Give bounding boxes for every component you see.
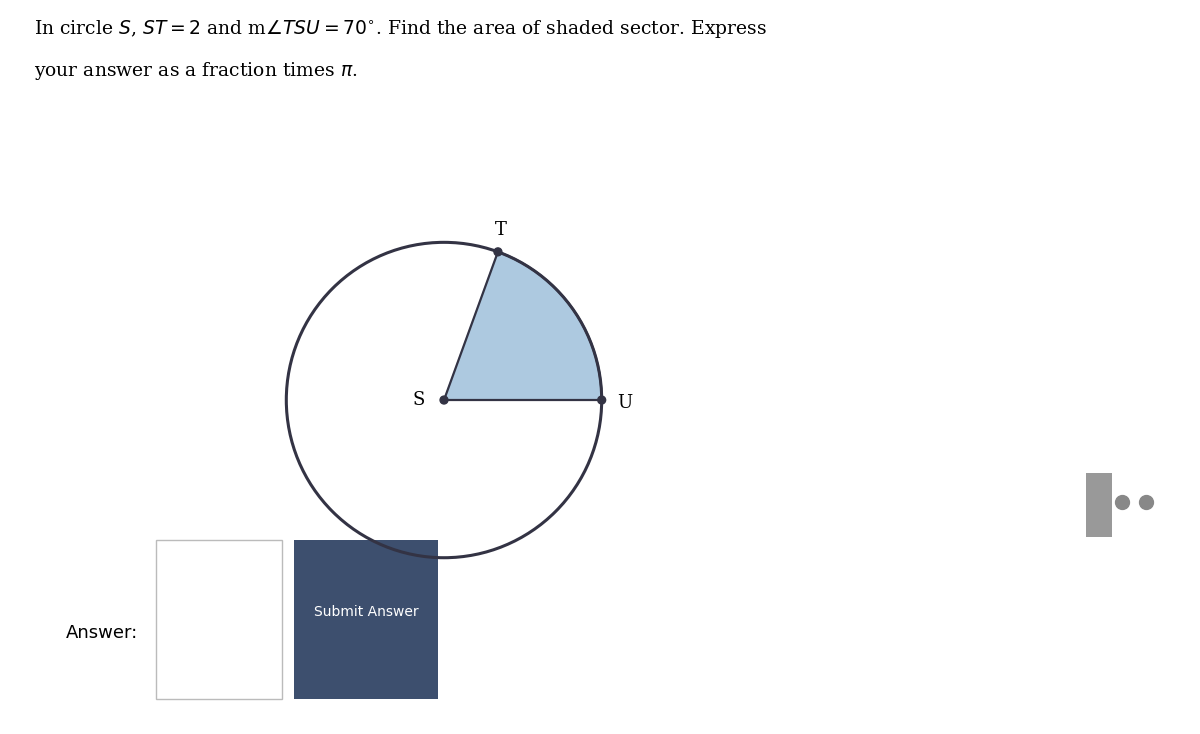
- Bar: [1086, 473, 1112, 537]
- Polygon shape: [444, 252, 601, 400]
- Text: Submit Answer: Submit Answer: [313, 606, 419, 619]
- Text: T: T: [496, 221, 508, 239]
- Text: your answer as a fraction times $\pi$.: your answer as a fraction times $\pi$.: [34, 60, 358, 82]
- Circle shape: [494, 248, 502, 255]
- Circle shape: [598, 396, 606, 404]
- Circle shape: [440, 396, 448, 404]
- Text: S: S: [413, 391, 425, 409]
- Text: Answer:: Answer:: [66, 623, 138, 642]
- Text: In circle $S$, $ST = 2$ and m$\angle TSU = 70^{\circ}$. Find the area of shaded : In circle $S$, $ST = 2$ and m$\angle TSU…: [34, 18, 767, 40]
- Text: U: U: [618, 394, 632, 413]
